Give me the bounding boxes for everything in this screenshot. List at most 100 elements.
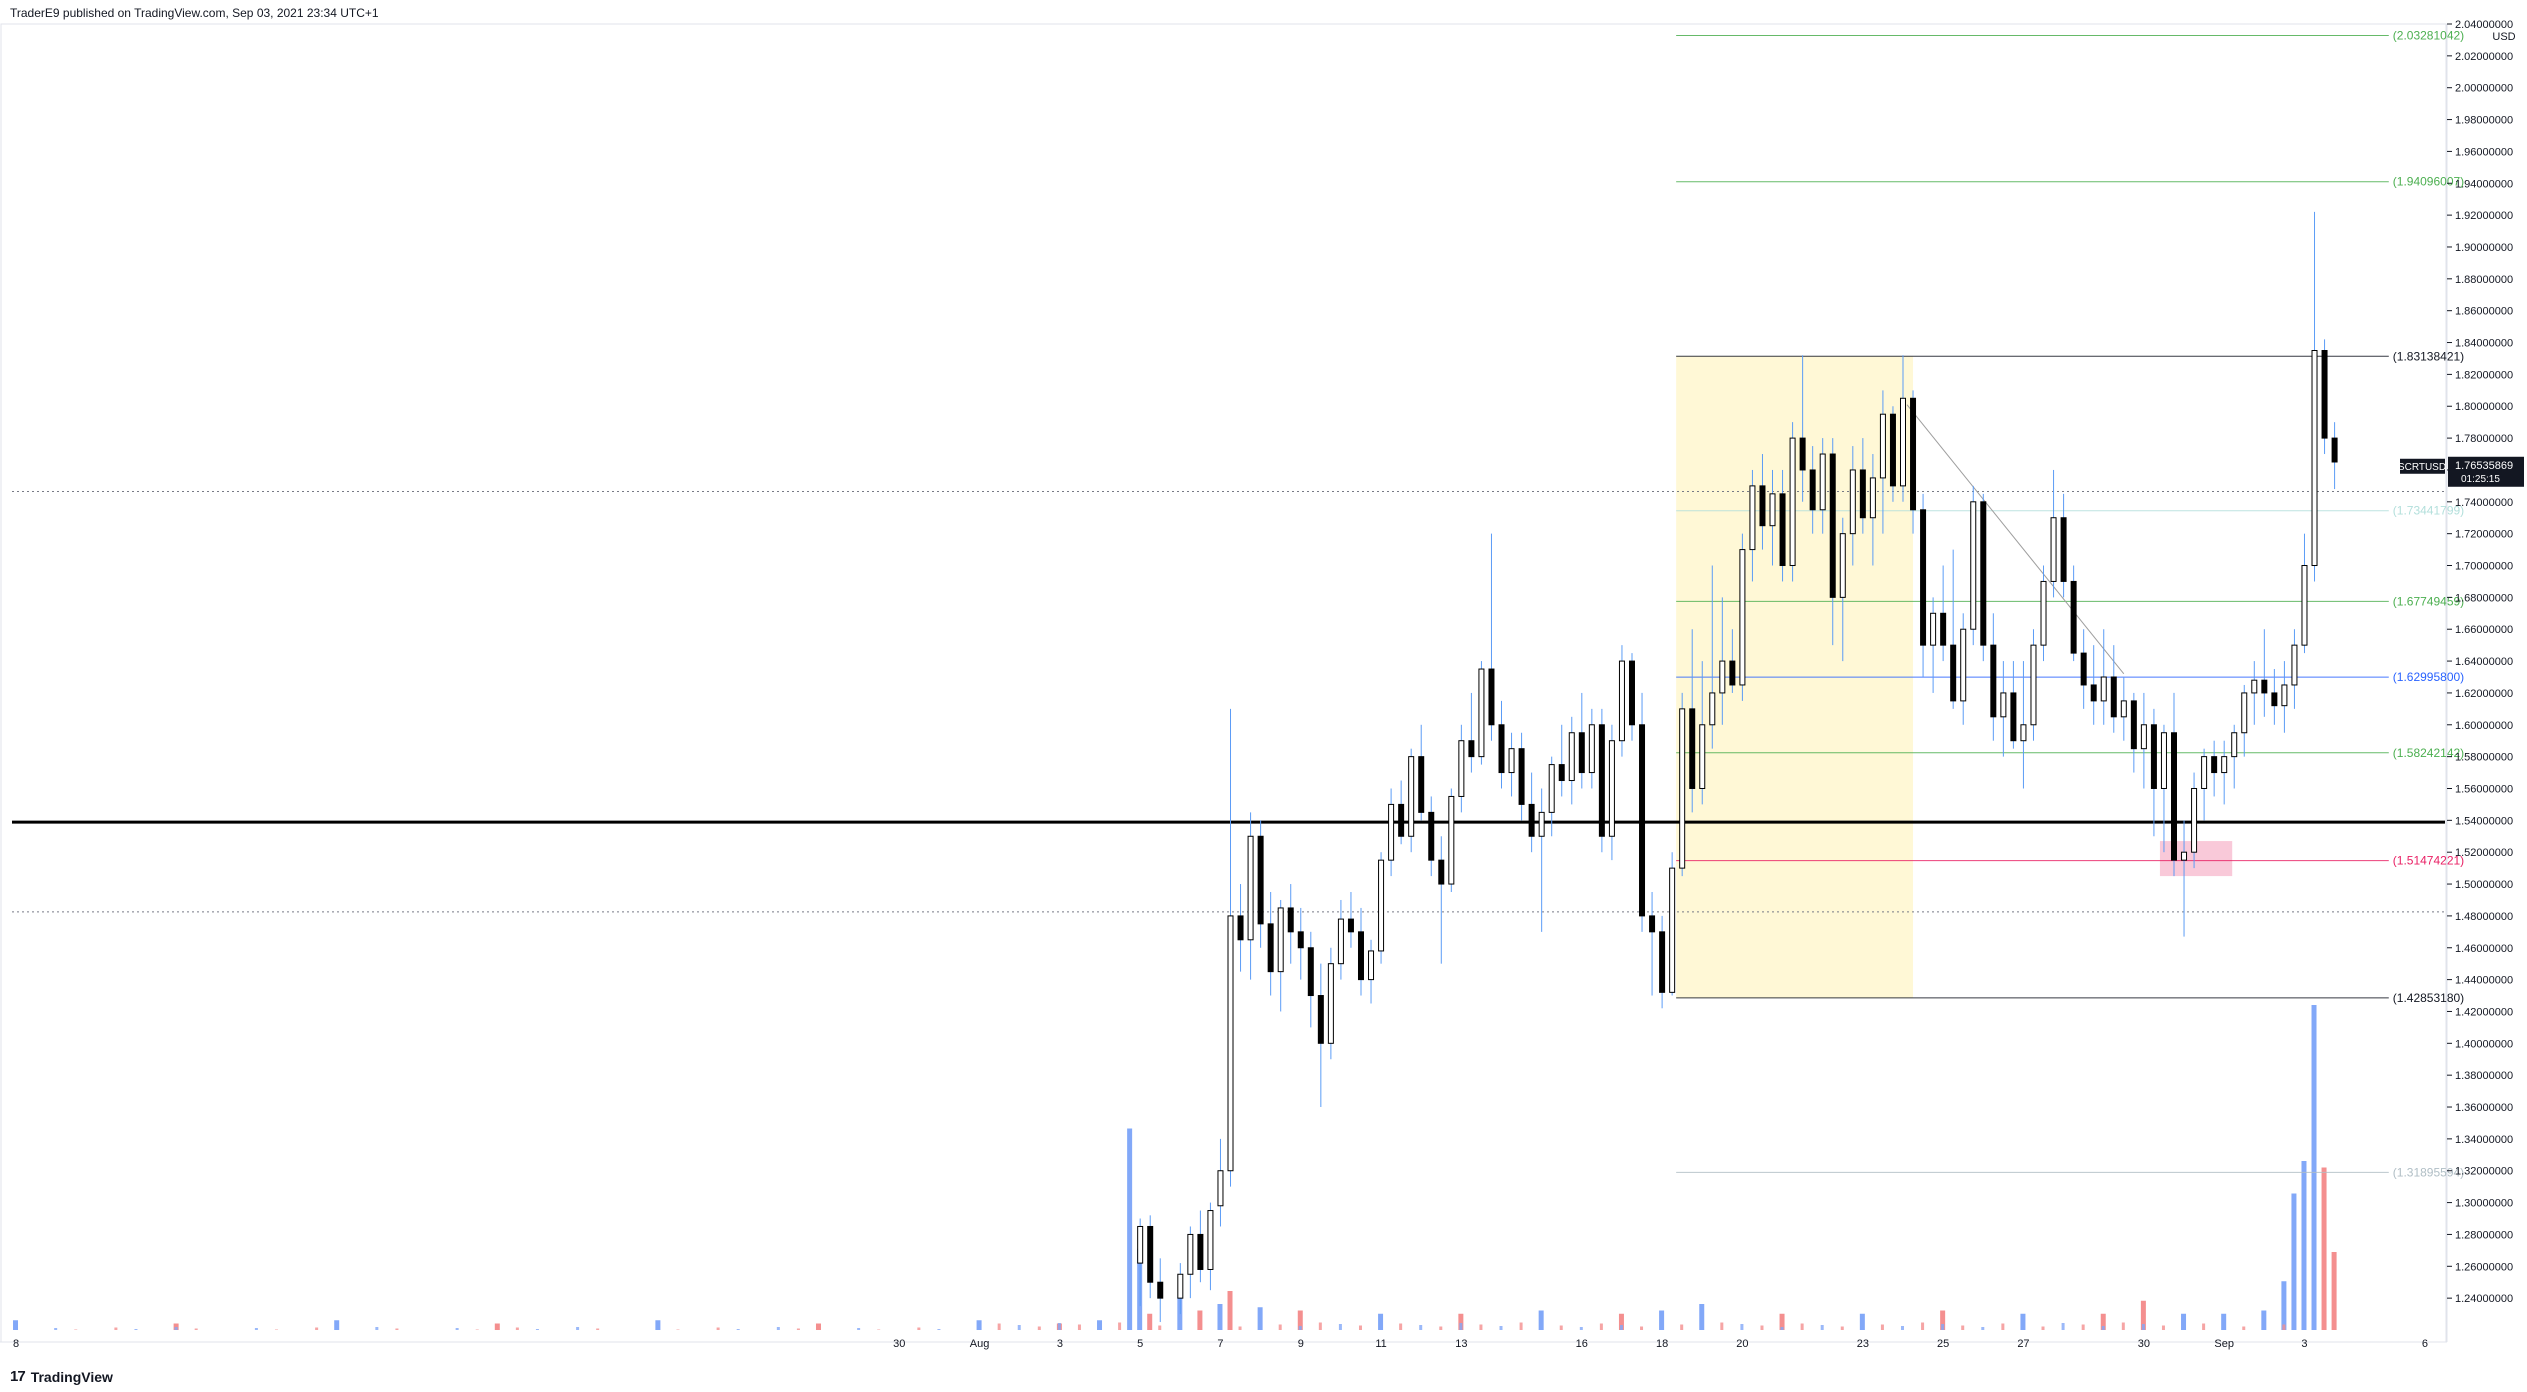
candle-body (1438, 859, 1445, 885)
volume-bar (54, 1328, 58, 1330)
price-tick-label: 1.70000000 (2455, 561, 2513, 573)
volume-bar (74, 1329, 78, 1330)
volume-bar (1680, 1324, 1684, 1330)
volume-bar (1198, 1323, 1202, 1330)
volume-bar (535, 1329, 539, 1330)
volume-bar (2262, 1323, 2266, 1330)
volume-bar (2121, 1322, 2125, 1330)
candle-body (2311, 350, 2318, 567)
candle-body (1297, 931, 1304, 949)
brand-footer[interactable]: 17 TradingView (10, 1368, 113, 1385)
volume-bar (1479, 1324, 1483, 1330)
time-tick-label: 5 (1137, 1338, 1143, 1350)
time-tick-label: 3 (1057, 1338, 1063, 1350)
candle-body (1639, 724, 1646, 917)
volume-bar (917, 1327, 921, 1330)
time-tick-label: Sep (2214, 1338, 2234, 1350)
candle-body (1920, 509, 1927, 646)
candle-body (1528, 803, 1535, 837)
candle-body (1287, 907, 1294, 933)
volume-bar (395, 1328, 399, 1330)
volume-bar (1579, 1327, 1583, 1330)
volume-bar (2081, 1324, 2085, 1330)
candle-body (1598, 724, 1605, 837)
volume-bar (776, 1327, 780, 1330)
lines-layer (12, 34, 2445, 1173)
candle-body (2050, 517, 2057, 582)
candle-body (1468, 740, 1475, 758)
candle-body (1719, 660, 1726, 694)
volume-bar (596, 1328, 600, 1330)
time-tick-label: 30 (2138, 1338, 2150, 1350)
price-tick-label: 1.38000000 (2455, 1070, 2513, 1082)
candle-body (1990, 644, 1997, 718)
price-tick-label: 1.58000000 (2455, 752, 2513, 764)
price-tick-label: 1.96000000 (2455, 146, 2513, 158)
volume-bar (1700, 1326, 1704, 1330)
candle-body (1408, 756, 1415, 837)
zones-layer (0, 23, 2447, 1343)
candle-body (1729, 660, 1736, 686)
volume-bar (1419, 1325, 1423, 1330)
volume-bar (1297, 1310, 1303, 1330)
volume-bar (2101, 1326, 2105, 1330)
trendline (1906, 404, 2125, 675)
time-axis: 8 30 Aug 3 5 7 9 11 13 16 18 20 23 25 27 30 Sep 3 6 (0, 1338, 2447, 1350)
volume-bar (1780, 1327, 1784, 1330)
volume-bar (1760, 1325, 1764, 1330)
volume-bar (194, 1328, 198, 1330)
volume-bar (1127, 1128, 1133, 1330)
price-tick-label: 1.94000000 (2455, 178, 2513, 190)
volume-bar (2041, 1326, 2045, 1330)
volume-bar (1178, 1327, 1182, 1330)
volume-bar (2001, 1323, 2005, 1330)
volume-bar (1338, 1324, 1342, 1330)
candle-body (1187, 1233, 1194, 1275)
candle-body (2100, 676, 2107, 702)
volume-bar (1840, 1326, 1844, 1330)
volume-bar (1037, 1326, 1041, 1330)
candle-body (2030, 644, 2037, 726)
volume-bar (2021, 1325, 2025, 1330)
candle-body (1980, 501, 1987, 646)
candle-body (1448, 795, 1455, 885)
candle-body (1950, 644, 1957, 702)
candle-body (1508, 748, 1515, 774)
time-tick-label: 18 (1656, 1338, 1668, 1350)
plot-border (0, 23, 2447, 1343)
volume-bar (1238, 1326, 1242, 1330)
volume-bar (13, 1320, 19, 1330)
time-tick-label: 9 (1298, 1338, 1304, 1350)
volume-bar (977, 1327, 981, 1330)
volume-bar (1880, 1324, 1884, 1330)
fib-level-label: (1.94096007) (2393, 175, 2464, 189)
volume-bar (375, 1327, 379, 1330)
candle-body (1378, 859, 1385, 952)
price-axis: USD 1.24000000 1.26000000 1.28000000 1.30000… (2398, 19, 2524, 1342)
candle-body (2140, 724, 2147, 750)
price-tick-label: 1.92000000 (2455, 210, 2513, 222)
volume-bar (515, 1327, 519, 1330)
candle-body (1538, 811, 1545, 837)
volume-bar (2291, 1193, 2297, 1330)
candle-body (1588, 724, 1595, 774)
volume-bar (1961, 1325, 1965, 1330)
candle-body (1960, 628, 1967, 702)
candle-body (1829, 453, 1836, 598)
price-tick-label: 1.46000000 (2455, 943, 2513, 955)
volume-bar (2061, 1323, 2065, 1330)
volume-bar (1941, 1324, 1945, 1330)
brand-name: TradingView (30, 1368, 113, 1385)
candle-body (2130, 700, 2137, 750)
volume-bar (736, 1329, 740, 1330)
time-tick-label: 30 (893, 1338, 905, 1350)
price-tick-label: 1.78000000 (2455, 433, 2513, 445)
price-tick-label: 1.26000000 (2455, 1261, 2513, 1273)
candles-layer (1137, 211, 2338, 1323)
symbol-tag: SCRTUSD (2398, 462, 2446, 473)
time-tick-label: 8 (13, 1338, 19, 1350)
fib-level-label: (1.83138421) (2393, 349, 2464, 363)
candle-body (1930, 612, 1937, 646)
price-tick-label: 1.34000000 (2455, 1134, 2513, 1146)
